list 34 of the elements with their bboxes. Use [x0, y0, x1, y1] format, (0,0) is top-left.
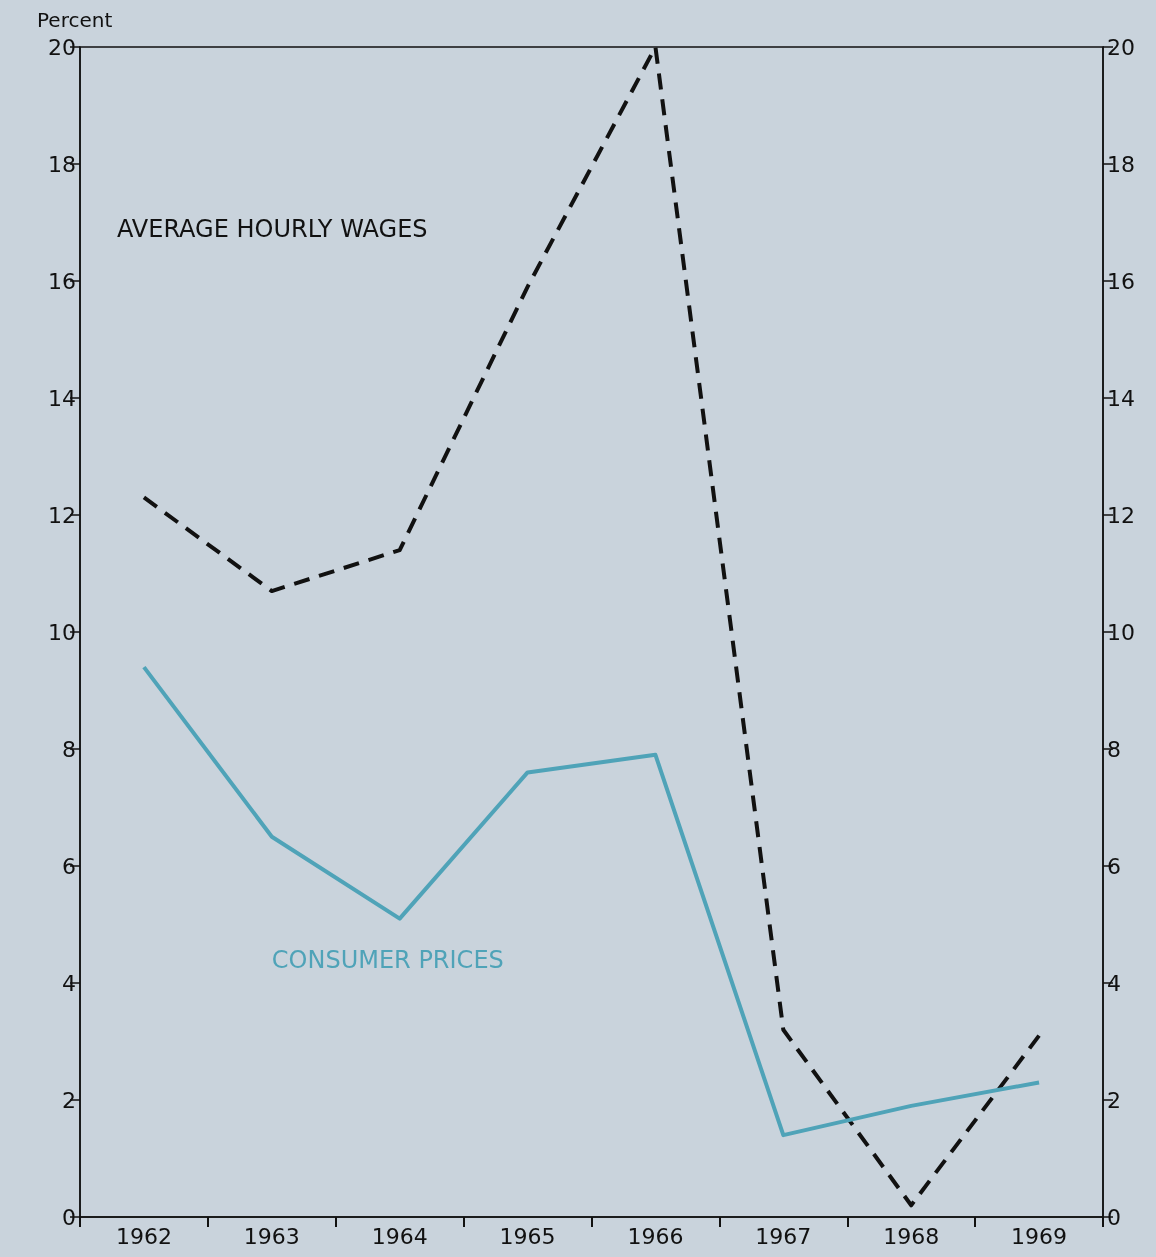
line-series: [141, 665, 1042, 1138]
y-tick-label: 20: [48, 34, 76, 60]
x-tick-label: 1966: [627, 1223, 684, 1249]
y-tick-label: 10: [48, 619, 76, 645]
y-tick-label: 16: [48, 268, 76, 294]
y-tick-label: 8: [62, 736, 76, 762]
y-tick-label: 18: [48, 151, 76, 177]
y2-tick-label: 6: [1107, 853, 1121, 879]
y2-tick-label: 8: [1107, 736, 1121, 762]
x-tick-label: 1967: [755, 1223, 812, 1249]
x-tick-label: 1962: [115, 1223, 172, 1249]
y-tick-label: 0: [62, 1204, 76, 1230]
y2-tick-label: 14: [1107, 385, 1135, 411]
x-tick-label: 1965: [499, 1223, 556, 1249]
y-tick-label: 6: [62, 853, 76, 879]
y2-tick-label: 20: [1107, 34, 1135, 60]
y2-tick-label: 16: [1107, 268, 1135, 294]
x-tick-label: 1964: [371, 1223, 428, 1249]
y2-tick-label: 12: [1107, 502, 1135, 528]
y2-tick-label: 4: [1107, 970, 1121, 996]
y2-tick-label: 18: [1107, 151, 1135, 177]
x-tick-label: 1969: [1011, 1223, 1068, 1249]
y2-tick-label: 10: [1107, 619, 1135, 645]
y-axis-title: Percent: [37, 8, 113, 32]
text: AVERAGE HOURLY WAGES: [116, 214, 428, 243]
series-label: CONSUMER PRICES: [271, 945, 504, 974]
y-tick-label: 14: [48, 385, 76, 411]
y-tick-label: 4: [62, 970, 76, 996]
y2-tick-label: 2: [1107, 1087, 1121, 1113]
y-tick-label: 2: [62, 1087, 76, 1113]
x-tick-label: 1968: [883, 1223, 940, 1249]
y-tick-label: 12: [48, 502, 76, 528]
x-tick-label: 1963: [243, 1223, 300, 1249]
y2-tick-label: 0: [1107, 1204, 1121, 1230]
